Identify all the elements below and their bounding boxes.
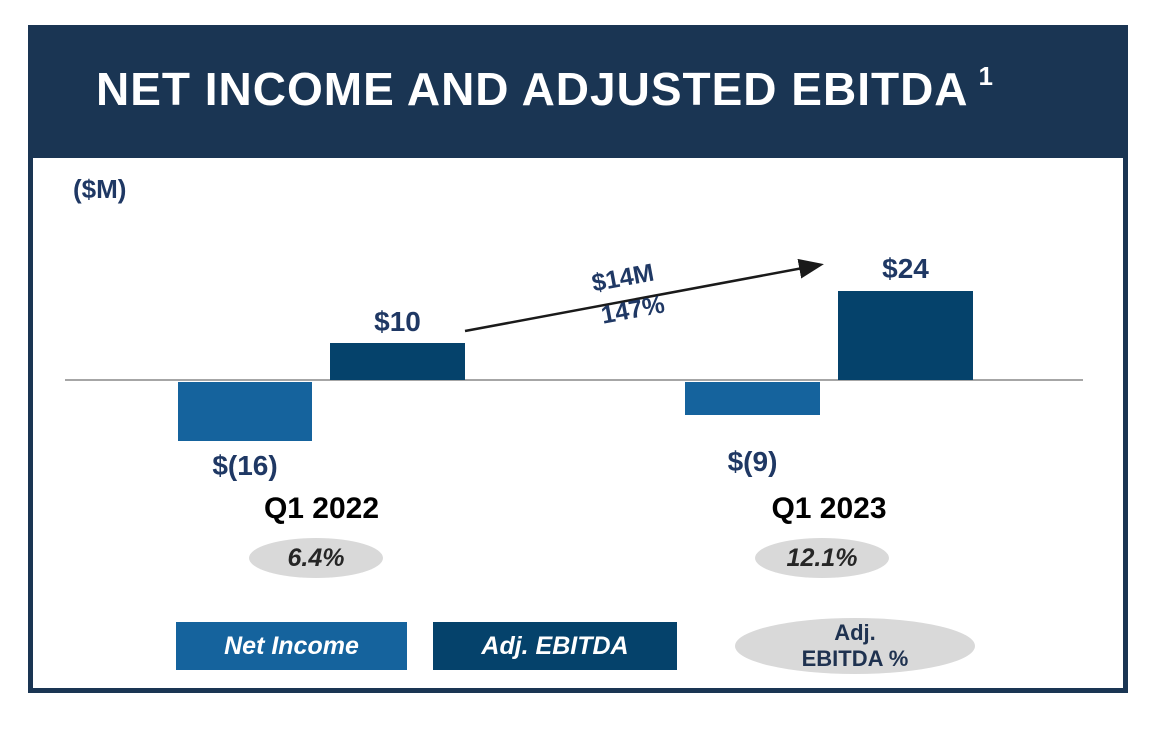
value-label-adj-ebitda-q1-2023: $24 — [882, 253, 929, 284]
bar-adj-ebitda-q1-2022 — [330, 343, 465, 380]
legend-adj-ebitda-label: Adj. EBITDA — [481, 631, 629, 660]
legend-adj-ebitda-pct: Adj. EBITDA % — [735, 618, 975, 674]
growth-arrow — [464, 258, 824, 333]
value-label-net-income-q1-2023: $(9) — [727, 446, 778, 477]
page-title-text: NET INCOME AND ADJUSTED EBITDA — [96, 63, 969, 115]
slide-header: NET INCOME AND ADJUSTED EBITDA 1 — [28, 25, 1128, 153]
value-label-net-income-q1-2022: $(16) — [212, 450, 278, 481]
title-footnote-ref: 1 — [978, 60, 994, 91]
category-label-q1-2022: Q1 2022 — [263, 492, 380, 525]
chart-plot: ($M) $(16) $10 $(9) $24 $14M — [33, 158, 1123, 688]
legend-net-income-label: Net Income — [224, 631, 359, 660]
chart-area: ($M) $(16) $10 $(9) $24 $14M — [28, 153, 1128, 693]
ebitda-pct-badge-q1-2023: 12.1% — [755, 538, 889, 578]
value-label-adj-ebitda-q1-2022: $10 — [374, 306, 421, 337]
legend-adj-ebitda-pct-label: Adj. EBITDA % — [801, 620, 909, 671]
category-label-q1-2023: Q1 2023 — [771, 492, 887, 525]
legend-adj-ebitda: Adj. EBITDA — [433, 622, 677, 670]
bar-net-income-q1-2022 — [178, 382, 312, 441]
legend-net-income: Net Income — [176, 622, 407, 670]
x-axis-line — [65, 379, 1083, 381]
page-title: NET INCOME AND ADJUSTED EBITDA 1 — [28, 60, 994, 116]
ebitda-pct-badge-q1-2022: 6.4% — [249, 538, 383, 578]
bar-adj-ebitda-q1-2023 — [838, 291, 973, 380]
bar-net-income-q1-2023 — [685, 382, 820, 415]
units-label: ($M) — [73, 174, 127, 204]
